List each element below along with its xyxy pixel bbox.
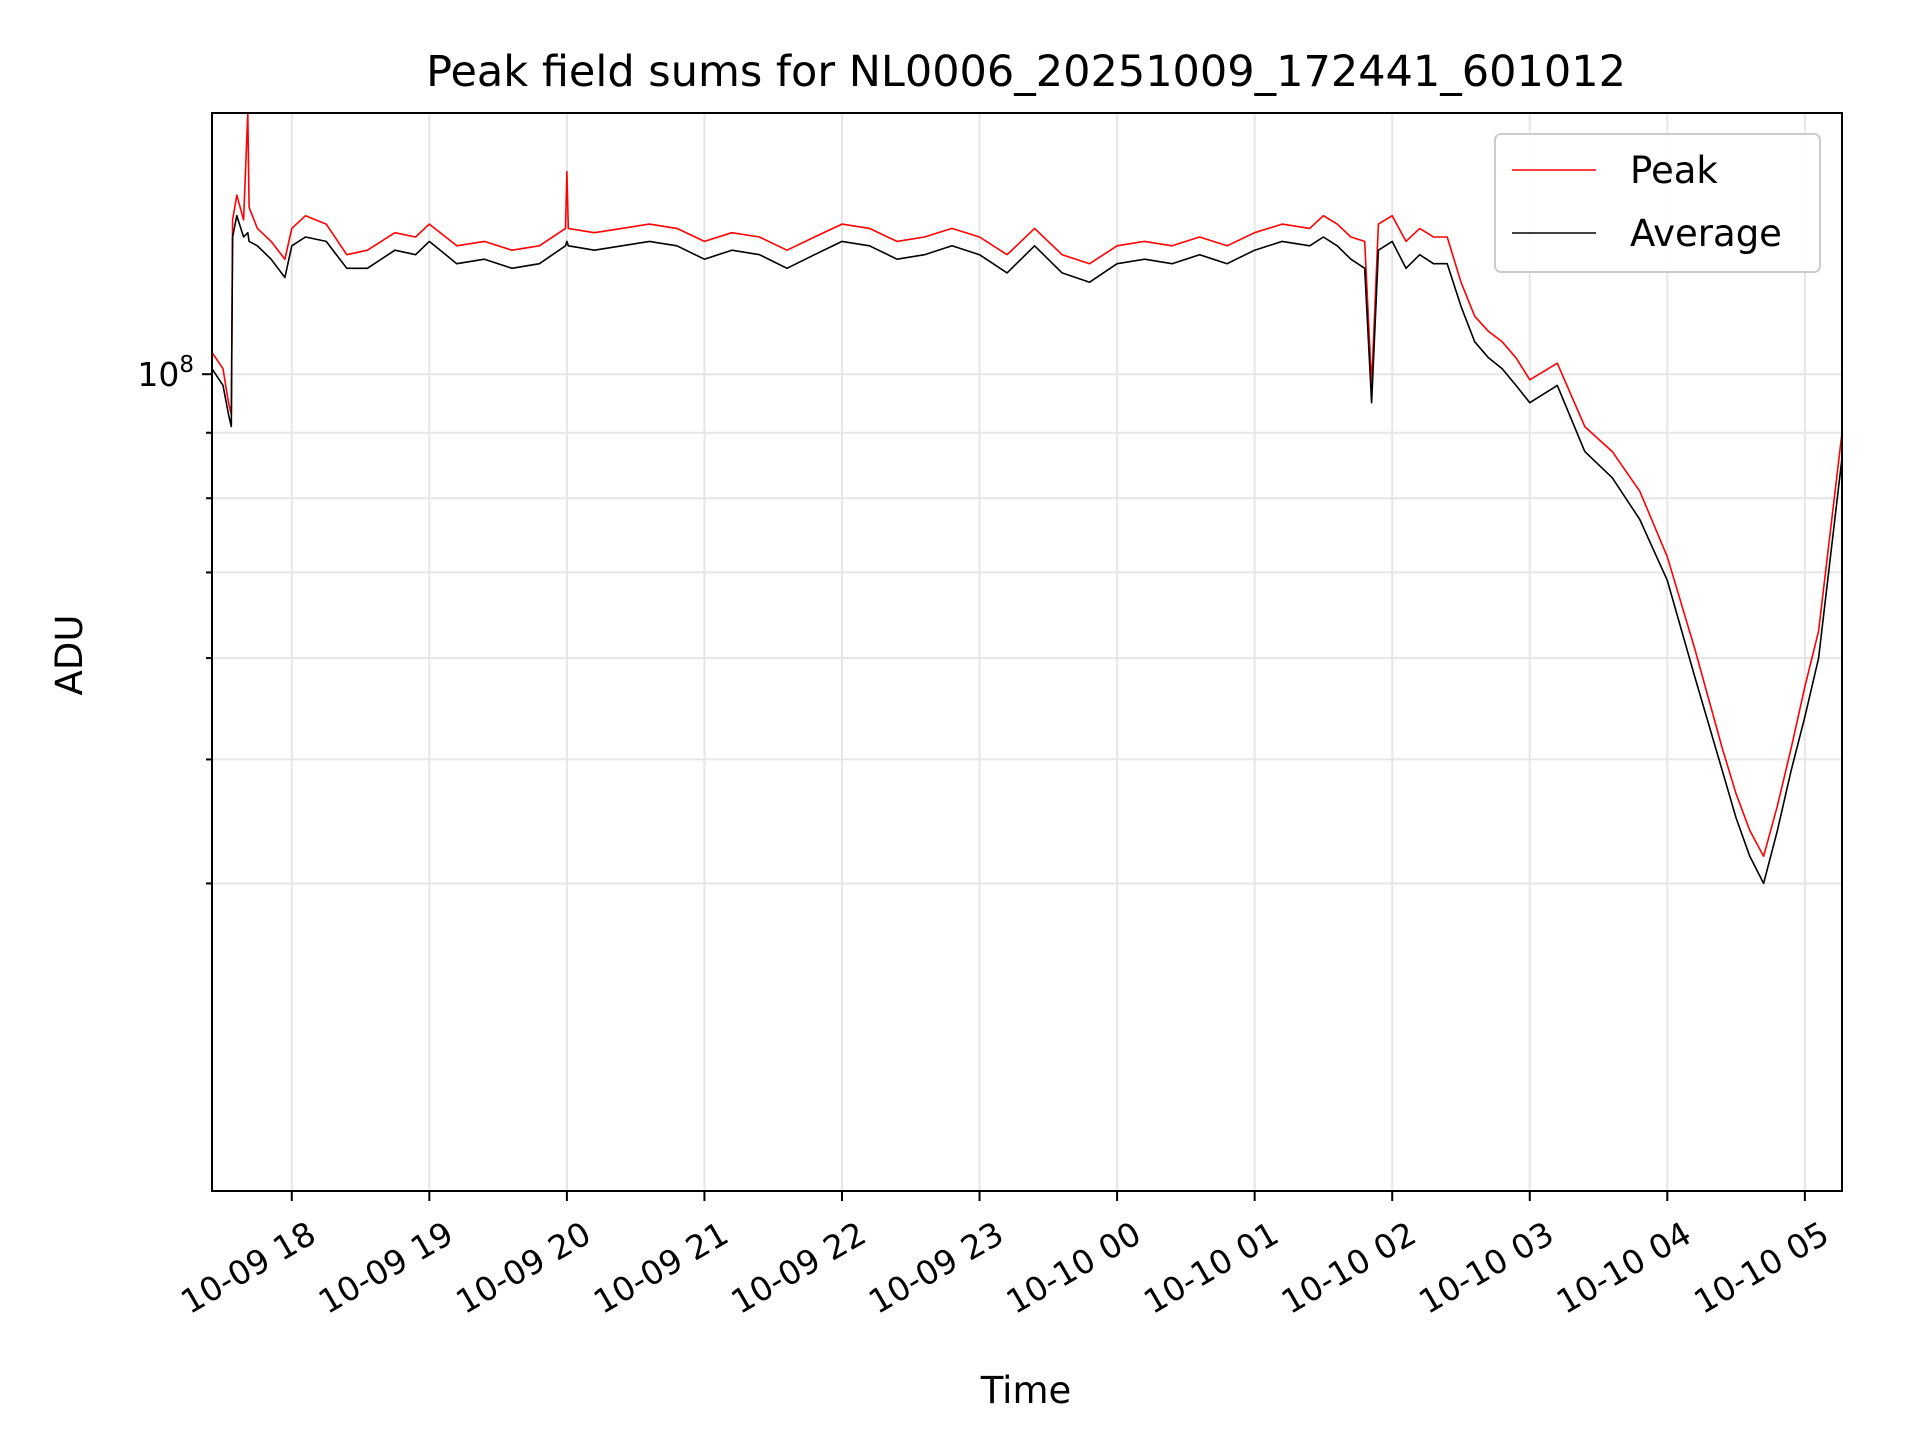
x-tick-label: 10-09 23 bbox=[862, 1214, 1010, 1322]
x-tick-label: 10-09 18 bbox=[174, 1214, 322, 1322]
y-axis-label: ADU bbox=[48, 615, 91, 696]
plot-frame bbox=[211, 112, 1843, 1192]
x-axis-label: Time bbox=[980, 1369, 1072, 1412]
x-tick-label: 10-09 19 bbox=[312, 1214, 460, 1322]
y-tick-label: 108 bbox=[137, 352, 194, 394]
x-tick-label: 10-10 05 bbox=[1687, 1214, 1835, 1322]
x-tick-label: 10-10 03 bbox=[1412, 1214, 1560, 1322]
series-line-average bbox=[212, 214, 1842, 885]
legend-box bbox=[1494, 133, 1821, 273]
x-tick-label: 10-10 01 bbox=[1137, 1214, 1285, 1322]
legend-label-peak: Peak bbox=[1630, 149, 1718, 192]
plot-area bbox=[212, 113, 1842, 1191]
series-line-peak bbox=[212, 113, 1842, 858]
x-tick-label: 10-10 02 bbox=[1275, 1214, 1423, 1322]
x-tick-label: 10-09 21 bbox=[587, 1214, 735, 1322]
x-tick-label: 10-10 00 bbox=[999, 1214, 1147, 1322]
x-gridlines bbox=[290, 113, 1806, 1191]
legend: Peak Average bbox=[1494, 133, 1821, 273]
x-tick-label: 10-09 20 bbox=[449, 1214, 597, 1322]
x-tick-label: 10-09 22 bbox=[724, 1214, 872, 1322]
y-axis-ticks: 108 bbox=[137, 352, 212, 885]
x-tick-label: 10-10 04 bbox=[1550, 1214, 1698, 1322]
y-gridlines bbox=[212, 373, 1842, 885]
legend-label-average: Average bbox=[1630, 212, 1782, 255]
chart-title: Peak field sums for NL0006_20251009_1724… bbox=[426, 47, 1626, 97]
